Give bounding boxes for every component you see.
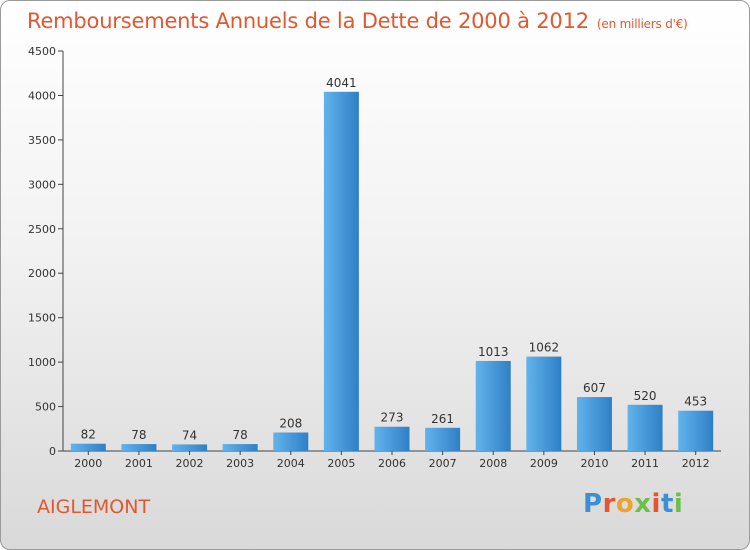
logo-letter: i [651, 489, 661, 519]
bar-2003 [222, 444, 258, 451]
bar-2010 [576, 397, 612, 451]
bar-2008 [475, 360, 511, 451]
bar-2011 [627, 404, 663, 451]
data-label-2006: 273 [381, 411, 404, 425]
data-label-2011: 520 [634, 389, 657, 403]
bar-2002 [172, 444, 208, 451]
x-tick-label: 2011 [631, 457, 659, 470]
y-tick-label: 1500 [28, 312, 56, 325]
bar-2000 [70, 443, 106, 451]
y-tick-label: 4000 [28, 89, 56, 102]
logo-letter: o [615, 489, 635, 519]
x-tick-label: 2008 [479, 457, 507, 470]
y-tick-label: 4500 [28, 45, 56, 58]
y-tick-label: 3500 [28, 134, 56, 147]
data-label-2001: 78 [131, 428, 146, 442]
logo-letter: i [673, 489, 684, 519]
logo-letter: r [602, 489, 616, 519]
logo-letter: x [634, 489, 652, 519]
logo-letter: P [583, 489, 603, 519]
x-tick-label: 2002 [176, 457, 204, 470]
x-tick-label: 2003 [226, 457, 254, 470]
data-label-2003: 78 [233, 428, 248, 442]
data-label-2005: 4041 [326, 76, 357, 90]
chart-title-text: Remboursements Annuels de la Dette de 20… [27, 9, 589, 33]
data-label-2008: 1013 [478, 345, 509, 359]
x-tick-label: 2005 [327, 457, 355, 470]
y-tick-label: 1000 [28, 356, 56, 369]
proxiti-logo: Proxiti [583, 489, 683, 519]
logo-letter: t [660, 489, 674, 519]
y-tick-label: 3000 [28, 178, 56, 191]
x-tick-label: 2001 [125, 457, 153, 470]
data-label-2010: 607 [583, 381, 606, 395]
x-tick-label: 2000 [74, 457, 102, 470]
data-label-2004: 208 [279, 417, 302, 431]
x-tick-label: 2006 [378, 457, 406, 470]
bar-2009 [526, 356, 562, 451]
y-tick-label: 2000 [28, 267, 56, 280]
chart-title: Remboursements Annuels de la Dette de 20… [27, 9, 688, 33]
data-label-2000: 82 [81, 428, 96, 442]
x-tick-label: 2009 [530, 457, 558, 470]
bar-2001 [121, 444, 157, 451]
x-tick-label: 2007 [429, 457, 457, 470]
y-tick-label: 500 [35, 401, 56, 414]
data-label-2012: 453 [684, 395, 707, 409]
data-label-2007: 261 [431, 412, 454, 426]
commune-name: AIGLEMONT [37, 496, 151, 518]
bar-2004 [273, 432, 309, 451]
x-tick-label: 2012 [682, 457, 710, 470]
data-label-2009: 1062 [529, 341, 560, 355]
bar-2012 [678, 410, 714, 451]
bar-2007 [425, 427, 461, 451]
x-tick-label: 2010 [580, 457, 608, 470]
chart-subtitle: (en milliers d'€) [596, 17, 688, 31]
data-label-2002: 74 [182, 428, 197, 442]
y-tick-label: 0 [49, 445, 56, 458]
bar-2005 [323, 91, 359, 452]
y-tick-label: 2500 [28, 223, 56, 236]
bar-2006 [374, 426, 410, 451]
x-tick-label: 2004 [277, 457, 305, 470]
